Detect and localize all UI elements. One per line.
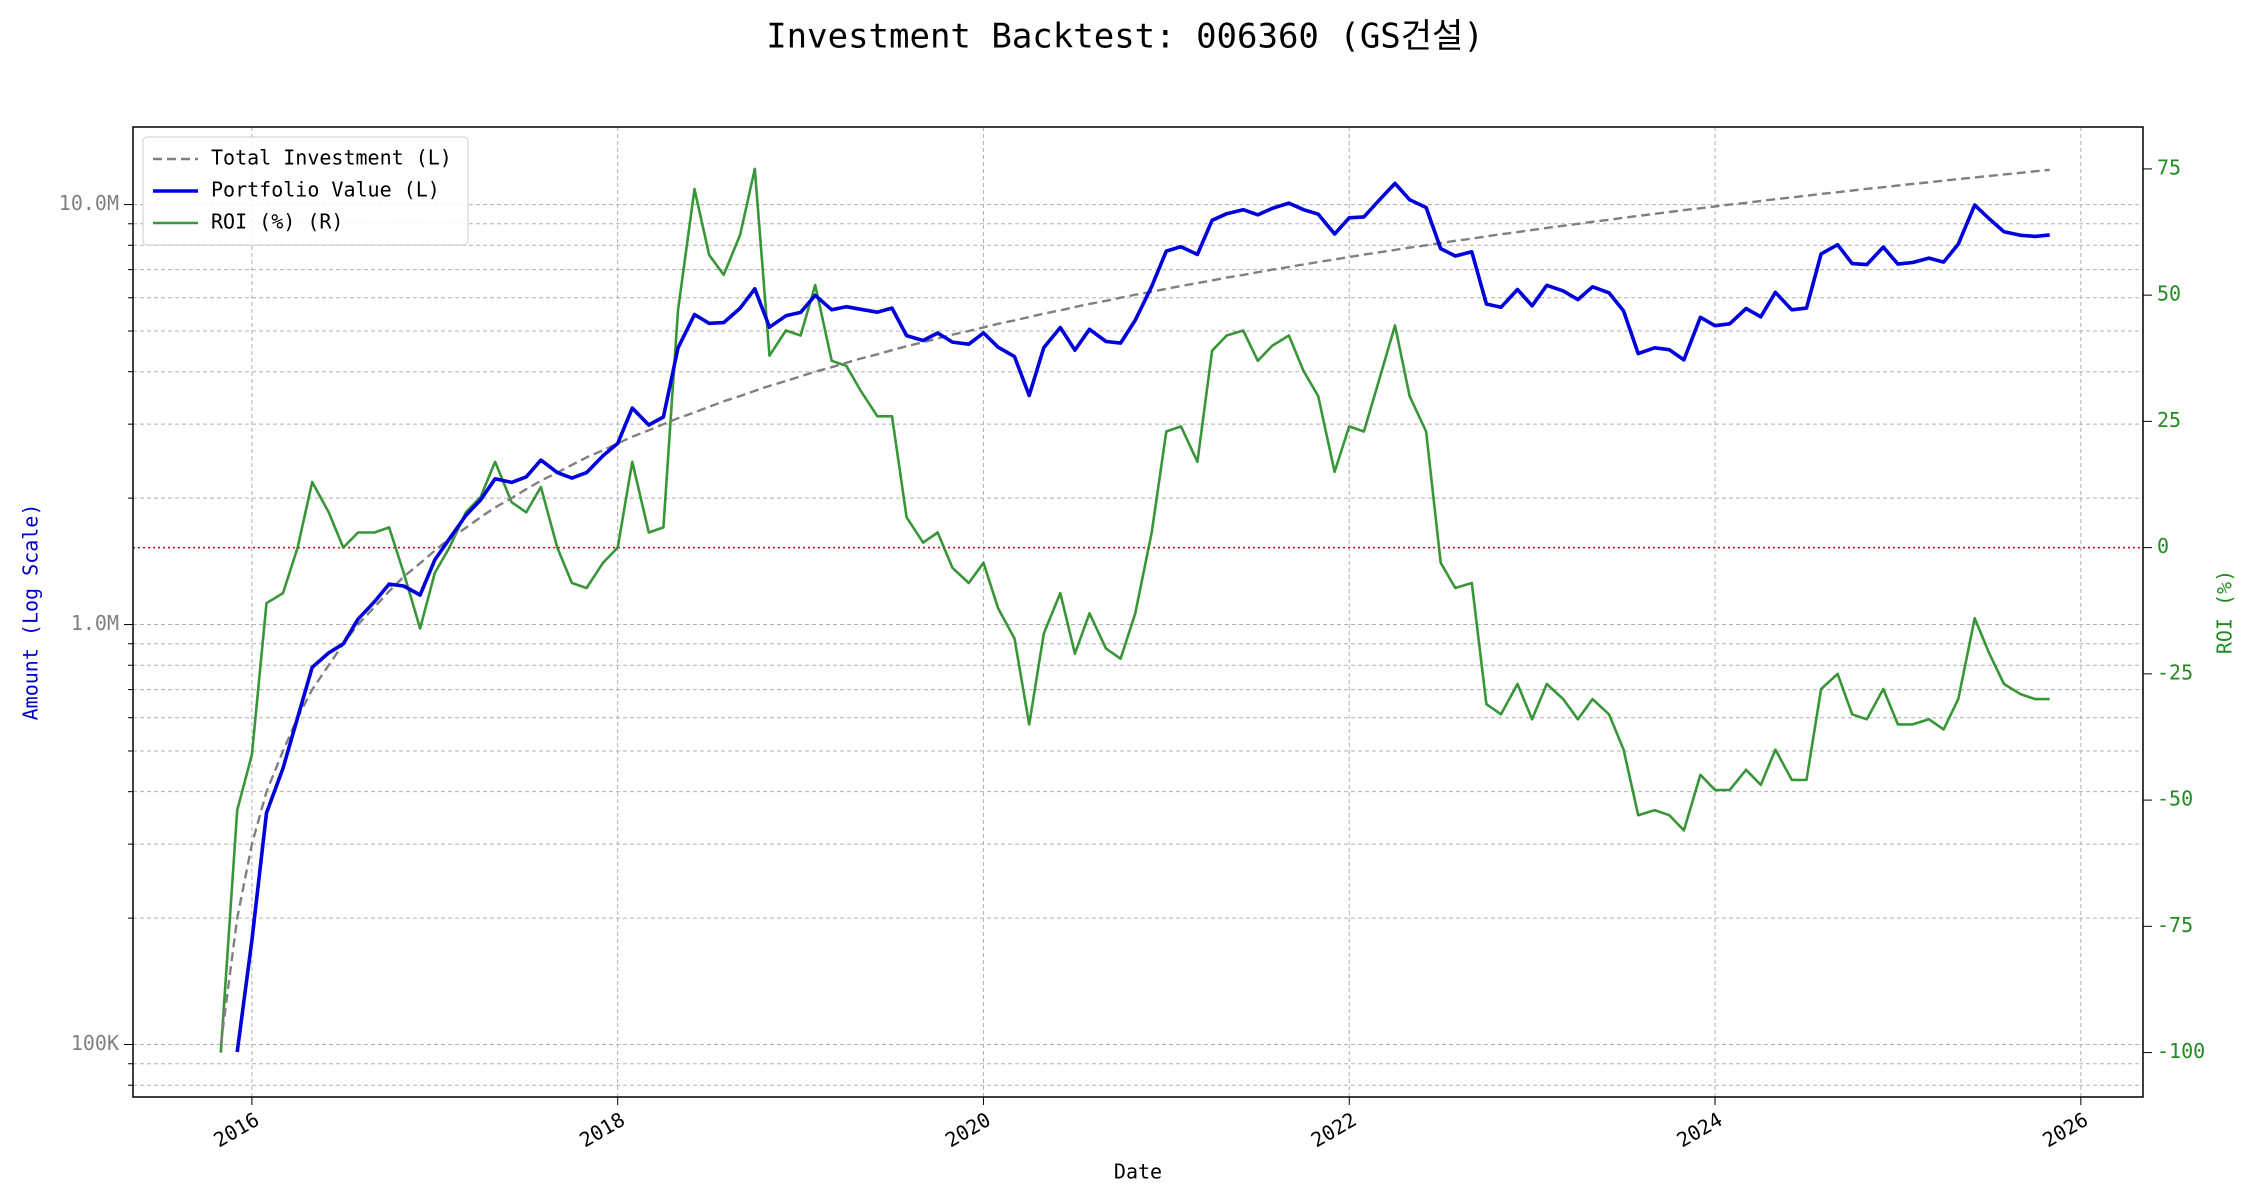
y-tick-label: 100K [71,1031,119,1055]
legend: Total Investment (L) Portfolio Value (L) R… [142,136,469,246]
series-line [219,168,2050,1045]
legend-label: Total Investment (L) [211,146,452,170]
plot-area [133,167,2143,1053]
x-tick-label: 2020 [941,1107,995,1152]
y2-tick-label: 75 [2157,155,2181,179]
x-tick-label: 2016 [209,1107,263,1152]
y2-tick-label: 0 [2157,534,2169,558]
y-tick-label: 1.0M [71,611,119,635]
chart-title: Investment Backtest: 006360 (GS건설) [766,17,1484,57]
y2-tick-label: -50 [2157,787,2193,811]
axes: 2016 2018 2020 2022 2024 2026 100K 1.0M 10.0M -10… [59,155,2205,1152]
x-tick-label: 2018 [575,1107,629,1152]
x-axis-label: Date [1114,1160,1162,1184]
y-tick-label: 10.0M [59,191,119,215]
y2-tick-label: -75 [2157,913,2193,937]
series-line [235,181,2050,1053]
y2-tick-label: -100 [2157,1039,2205,1063]
x-tick-label: 2024 [1673,1107,1727,1152]
legend-box [142,136,469,246]
y2-tick-label: 25 [2157,408,2181,432]
legend-label: ROI (%) (R) [211,210,343,234]
x-tick-label: 2026 [2038,1107,2092,1152]
series-line [219,167,2050,1053]
plot-frame [132,126,2144,1098]
y-axis-label: Amount (Log Scale) [19,504,43,721]
grid [133,127,2143,1097]
x-tick-label: 2022 [1307,1107,1361,1152]
y2-tick-label: 50 [2157,282,2181,306]
y2-axis-label: ROI (%) [2213,570,2237,654]
legend-label: Portfolio Value (L) [211,178,440,202]
y2-tick-label: -25 [2157,660,2193,684]
